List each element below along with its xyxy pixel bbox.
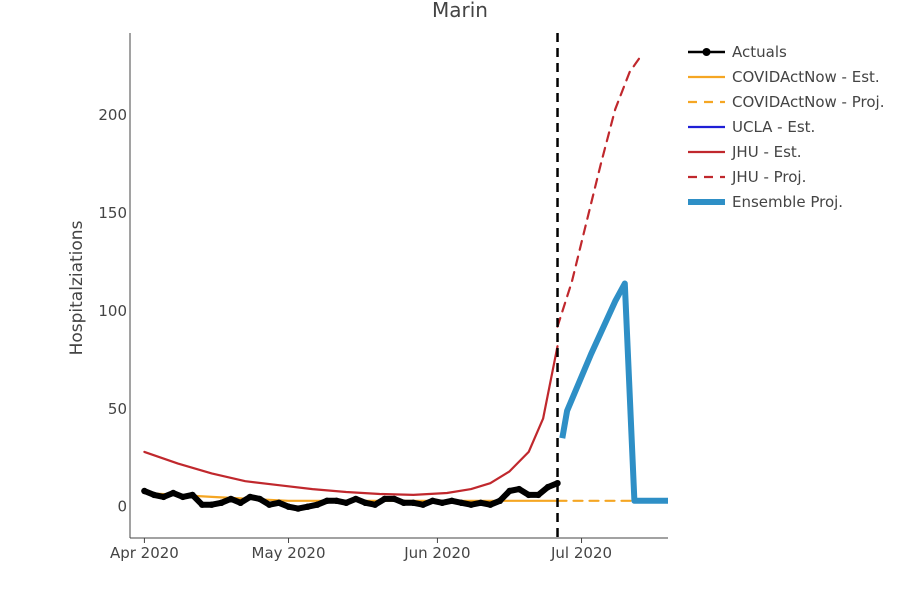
legend-label-jhu-est: JHU - Est. [731,143,802,161]
legend-marker-actuals [702,48,711,56]
actuals-point [246,493,254,501]
legend-label-ucla-est: UCLA - Est. [732,118,815,136]
actuals-point [458,499,465,506]
actuals-point [237,499,244,506]
x-tick-label: Apr 2020 [110,544,179,562]
actuals-point [400,499,407,506]
actuals-point [285,503,292,510]
y-tick-label: 200 [98,106,127,124]
x-tick-label: May 2020 [252,544,326,562]
actuals-point [352,495,359,503]
actuals-point [477,499,484,506]
legend-label-actuals: Actuals [732,43,787,61]
actuals-point [170,489,177,497]
actuals-point [314,501,321,508]
actuals-point [189,491,196,499]
chart-title: Marin [432,0,488,22]
actuals-point [150,491,158,499]
actuals-point [496,497,504,504]
legend: Actuals COVIDActNow - Est. COVIDActNow - P… [688,43,884,211]
actuals-point [141,487,148,495]
actuals-point [198,501,206,508]
actuals-point [419,501,427,508]
series-line-jhu-proj [556,57,641,328]
legend-label-ensemble-proj: Ensemble Proj. [732,193,843,211]
actuals-point [275,499,283,506]
actuals-point [333,497,340,504]
y-tick-label: 50 [108,400,127,418]
x-tick-label: Jul 2020 [550,544,612,562]
legend-label-covidactnow-proj: COVIDActNow - Proj. [732,93,884,111]
actuals-point [467,501,475,508]
actuals-point [410,499,417,506]
legend-label-covidactnow-est: COVIDActNow - Est. [732,68,880,86]
actuals-point [227,495,235,503]
actuals-point [439,499,446,506]
actuals-point [371,501,379,508]
actuals-point [179,493,186,501]
actuals-point [429,497,436,504]
y-axis-label: Hospitalziations [67,220,87,355]
y-tick-label: 0 [117,498,127,516]
actuals-point [208,501,215,508]
actuals-point [506,487,513,495]
actuals-point [544,483,552,491]
y-tick-label: 100 [98,302,127,320]
actuals-point [487,501,494,508]
y-tick-label: 150 [98,204,127,222]
x-tick-label: Jun 2020 [403,544,470,562]
actuals-point [294,505,302,512]
actuals-point [362,499,369,506]
actuals-point [535,491,542,499]
actuals-point [515,485,523,493]
series-line-ensemble-proj [559,280,668,504]
actuals-point [343,499,350,506]
actuals-point [266,501,273,508]
series-line-jhu-est [143,345,559,496]
axes: 0 50 100 150 200 Apr 2020 May 2020 Jun 2020 Jul … [98,33,668,562]
plot-area [141,33,670,538]
actuals-point [160,493,167,501]
actuals-point [218,499,225,506]
actuals-point [323,497,331,504]
actuals-point [256,495,263,503]
legend-label-jhu-proj: JHU - Proj. [731,168,806,186]
actuals-point [391,495,398,503]
actuals-point [381,495,388,503]
actuals-point [525,491,532,499]
actuals-point [304,503,311,510]
actuals-point [448,497,455,504]
